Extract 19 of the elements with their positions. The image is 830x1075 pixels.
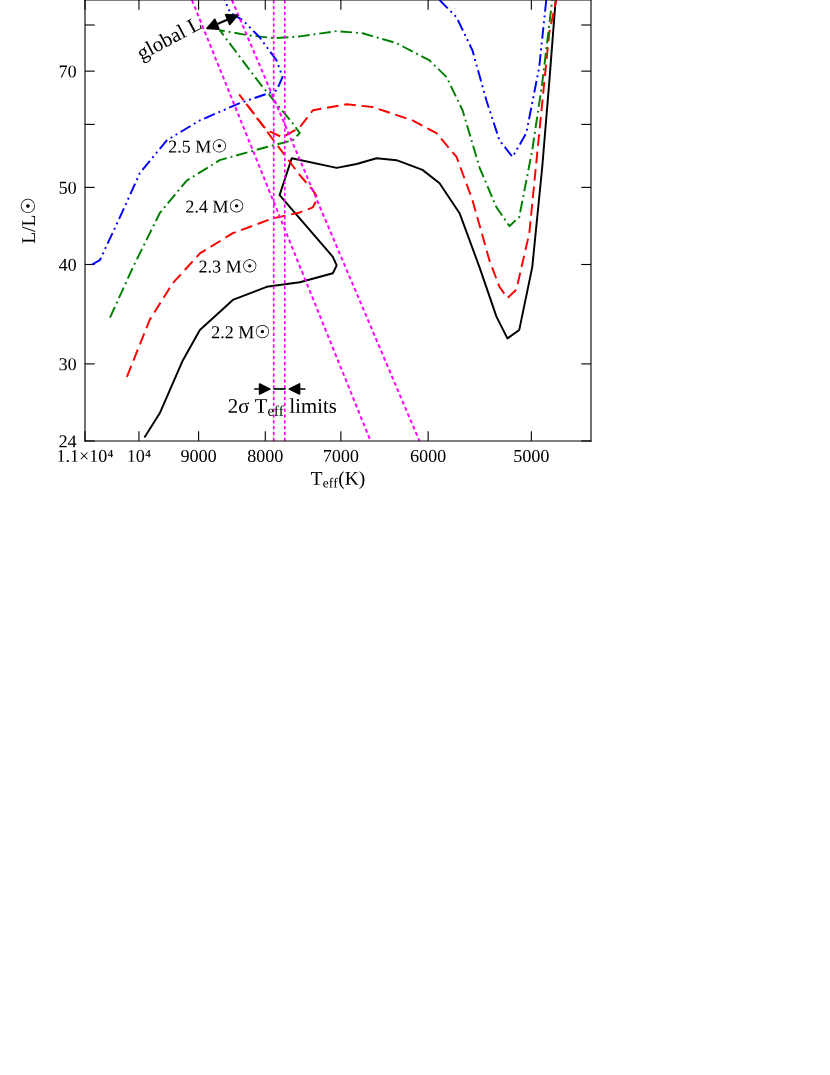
y-tick-label: 40 <box>58 258 76 271</box>
x-tick-label: 1.1×10⁴ <box>58 449 114 463</box>
x-tick-label: 6000 <box>410 449 446 463</box>
annotation: 2.5 M☉ <box>168 139 226 153</box>
x-tick-label: 7000 <box>324 449 359 463</box>
annotation: 2.3 M☉ <box>199 259 257 273</box>
y-tick-label: 70 <box>59 65 76 78</box>
y-tick-label: 24 <box>59 435 77 448</box>
annotation: 2.2 M☉ <box>211 324 270 339</box>
annotation: 2σ T$_{eff}$ limits <box>228 398 337 416</box>
annotation: 2.4 M☉ <box>186 199 244 213</box>
x-tick-label: 5000 <box>514 449 549 463</box>
y-tick-label: 50 <box>59 181 76 194</box>
x-axis-title: T$_{eff}$(K) <box>311 471 365 489</box>
y-axis-title: L/L☉ <box>20 198 36 244</box>
x-tick-label: 10⁴ <box>128 449 151 463</box>
x-tick-label: 9000 <box>181 449 216 463</box>
x-tick-label: 8000 <box>247 449 283 463</box>
y-tick-label: 30 <box>59 358 76 371</box>
